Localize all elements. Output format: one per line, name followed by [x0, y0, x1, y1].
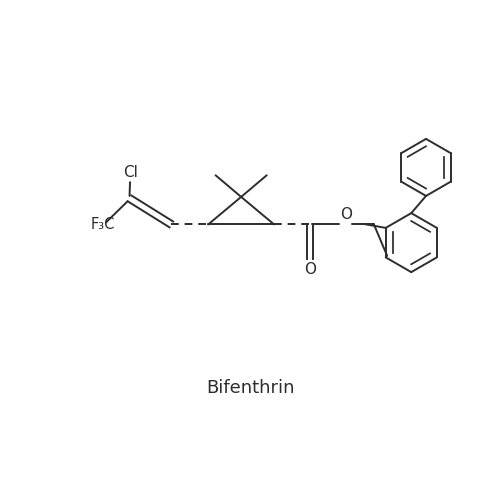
Text: O: O	[304, 262, 316, 277]
Text: Bifenthrin: Bifenthrin	[206, 378, 294, 396]
Text: F₃C: F₃C	[90, 217, 114, 232]
Text: O: O	[340, 207, 352, 222]
Text: Cl: Cl	[123, 164, 138, 180]
